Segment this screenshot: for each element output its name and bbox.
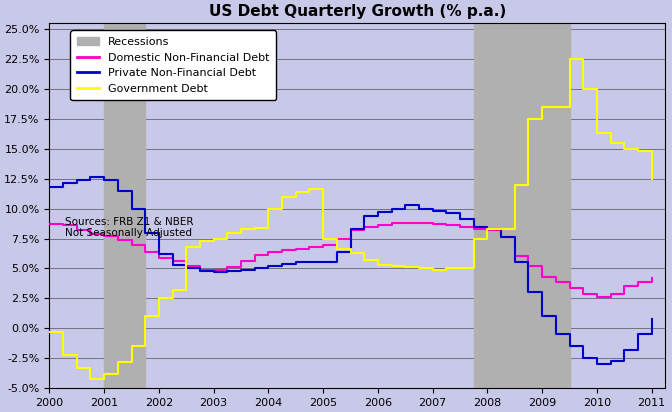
Title: US Debt Quarterly Growth (% p.a.): US Debt Quarterly Growth (% p.a.) <box>209 4 506 19</box>
Text: Sources: FRB Z1 & NBER
Not Seasonally Adjusted: Sources: FRB Z1 & NBER Not Seasonally Ad… <box>65 217 194 238</box>
Legend: Recessions, Domestic Non-Financial Debt, Private Non-Financial Debt, Government : Recessions, Domestic Non-Financial Debt,… <box>71 30 276 101</box>
Bar <box>104 23 145 388</box>
Bar <box>474 23 570 388</box>
